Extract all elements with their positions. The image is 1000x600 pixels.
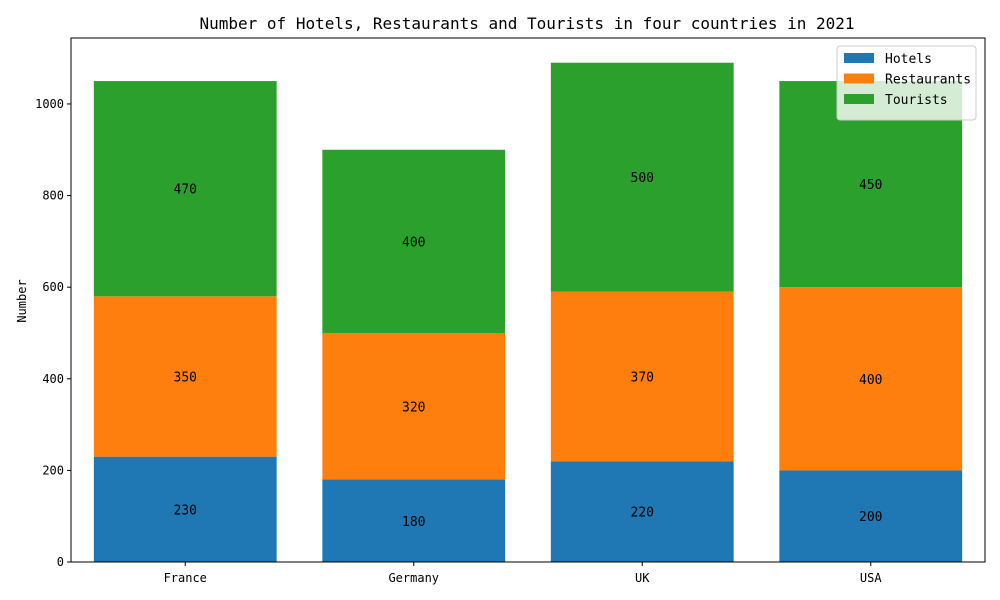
x-tick-label-germany: Germany — [388, 571, 439, 585]
bar-tourists-france — [93, 81, 277, 297]
x-axis: France Germany UK USA — [164, 562, 882, 585]
x-tick-label-uk: UK — [635, 571, 650, 585]
legend-label-tourists: Tourists — [885, 93, 948, 108]
data-label-tourists-usa: 450 — [859, 178, 882, 193]
data-label-restaurants-usa: 400 — [859, 373, 882, 388]
bar-hotels-germany — [322, 479, 506, 562]
bar-tourists-uk — [550, 62, 734, 292]
bar-hotels-usa — [779, 470, 963, 562]
data-label-restaurants-germany: 320 — [402, 400, 425, 415]
data-labels-layer: 230 350 470 180 320 400 220 370 500 200 400 450 — [174, 171, 883, 530]
legend-swatch-tourists — [844, 94, 874, 104]
x-tick-label-france: France — [164, 571, 207, 585]
bars-layer — [93, 62, 963, 562]
bar-restaurants-usa — [779, 287, 963, 471]
legend: Hotels Restaurants Tourists — [836, 45, 977, 121]
legend-label-hotels: Hotels — [885, 52, 932, 67]
y-axis: 0 200 400 600 800 1000 — [35, 97, 71, 569]
data-label-tourists-france: 470 — [174, 183, 197, 198]
bar-restaurants-germany — [322, 332, 506, 480]
data-label-hotels-germany: 180 — [402, 515, 425, 530]
y-tick-label: 800 — [42, 189, 64, 203]
y-tick-label: 1000 — [35, 97, 64, 111]
data-label-restaurants-france: 350 — [174, 370, 197, 385]
y-tick-label: 200 — [42, 463, 64, 477]
bar-restaurants-uk — [550, 291, 734, 462]
data-label-tourists-germany: 400 — [402, 235, 425, 250]
data-label-restaurants-uk: 370 — [631, 370, 654, 385]
legend-swatch-restaurants — [844, 73, 874, 84]
bar-restaurants-france — [93, 296, 277, 457]
y-axis-label: Number — [15, 279, 29, 322]
bar-hotels-france — [93, 456, 277, 562]
data-label-tourists-uk: 500 — [631, 171, 654, 186]
plot-frame — [70, 37, 986, 563]
y-tick-label: 0 — [57, 555, 64, 569]
bar-tourists-germany — [322, 149, 506, 333]
y-tick-label: 600 — [42, 280, 64, 294]
y-tick-label: 400 — [42, 372, 64, 386]
data-label-hotels-uk: 220 — [631, 506, 654, 521]
data-label-hotels-usa: 200 — [859, 510, 882, 525]
data-label-hotels-france: 230 — [174, 503, 197, 518]
x-tick-label-usa: USA — [860, 571, 882, 585]
bar-hotels-uk — [550, 461, 734, 562]
legend-label-restaurants: Restaurants — [885, 73, 971, 88]
chart-title: Number of Hotels, Restaurants and Touris… — [199, 14, 854, 33]
legend-swatch-hotels — [844, 53, 874, 63]
